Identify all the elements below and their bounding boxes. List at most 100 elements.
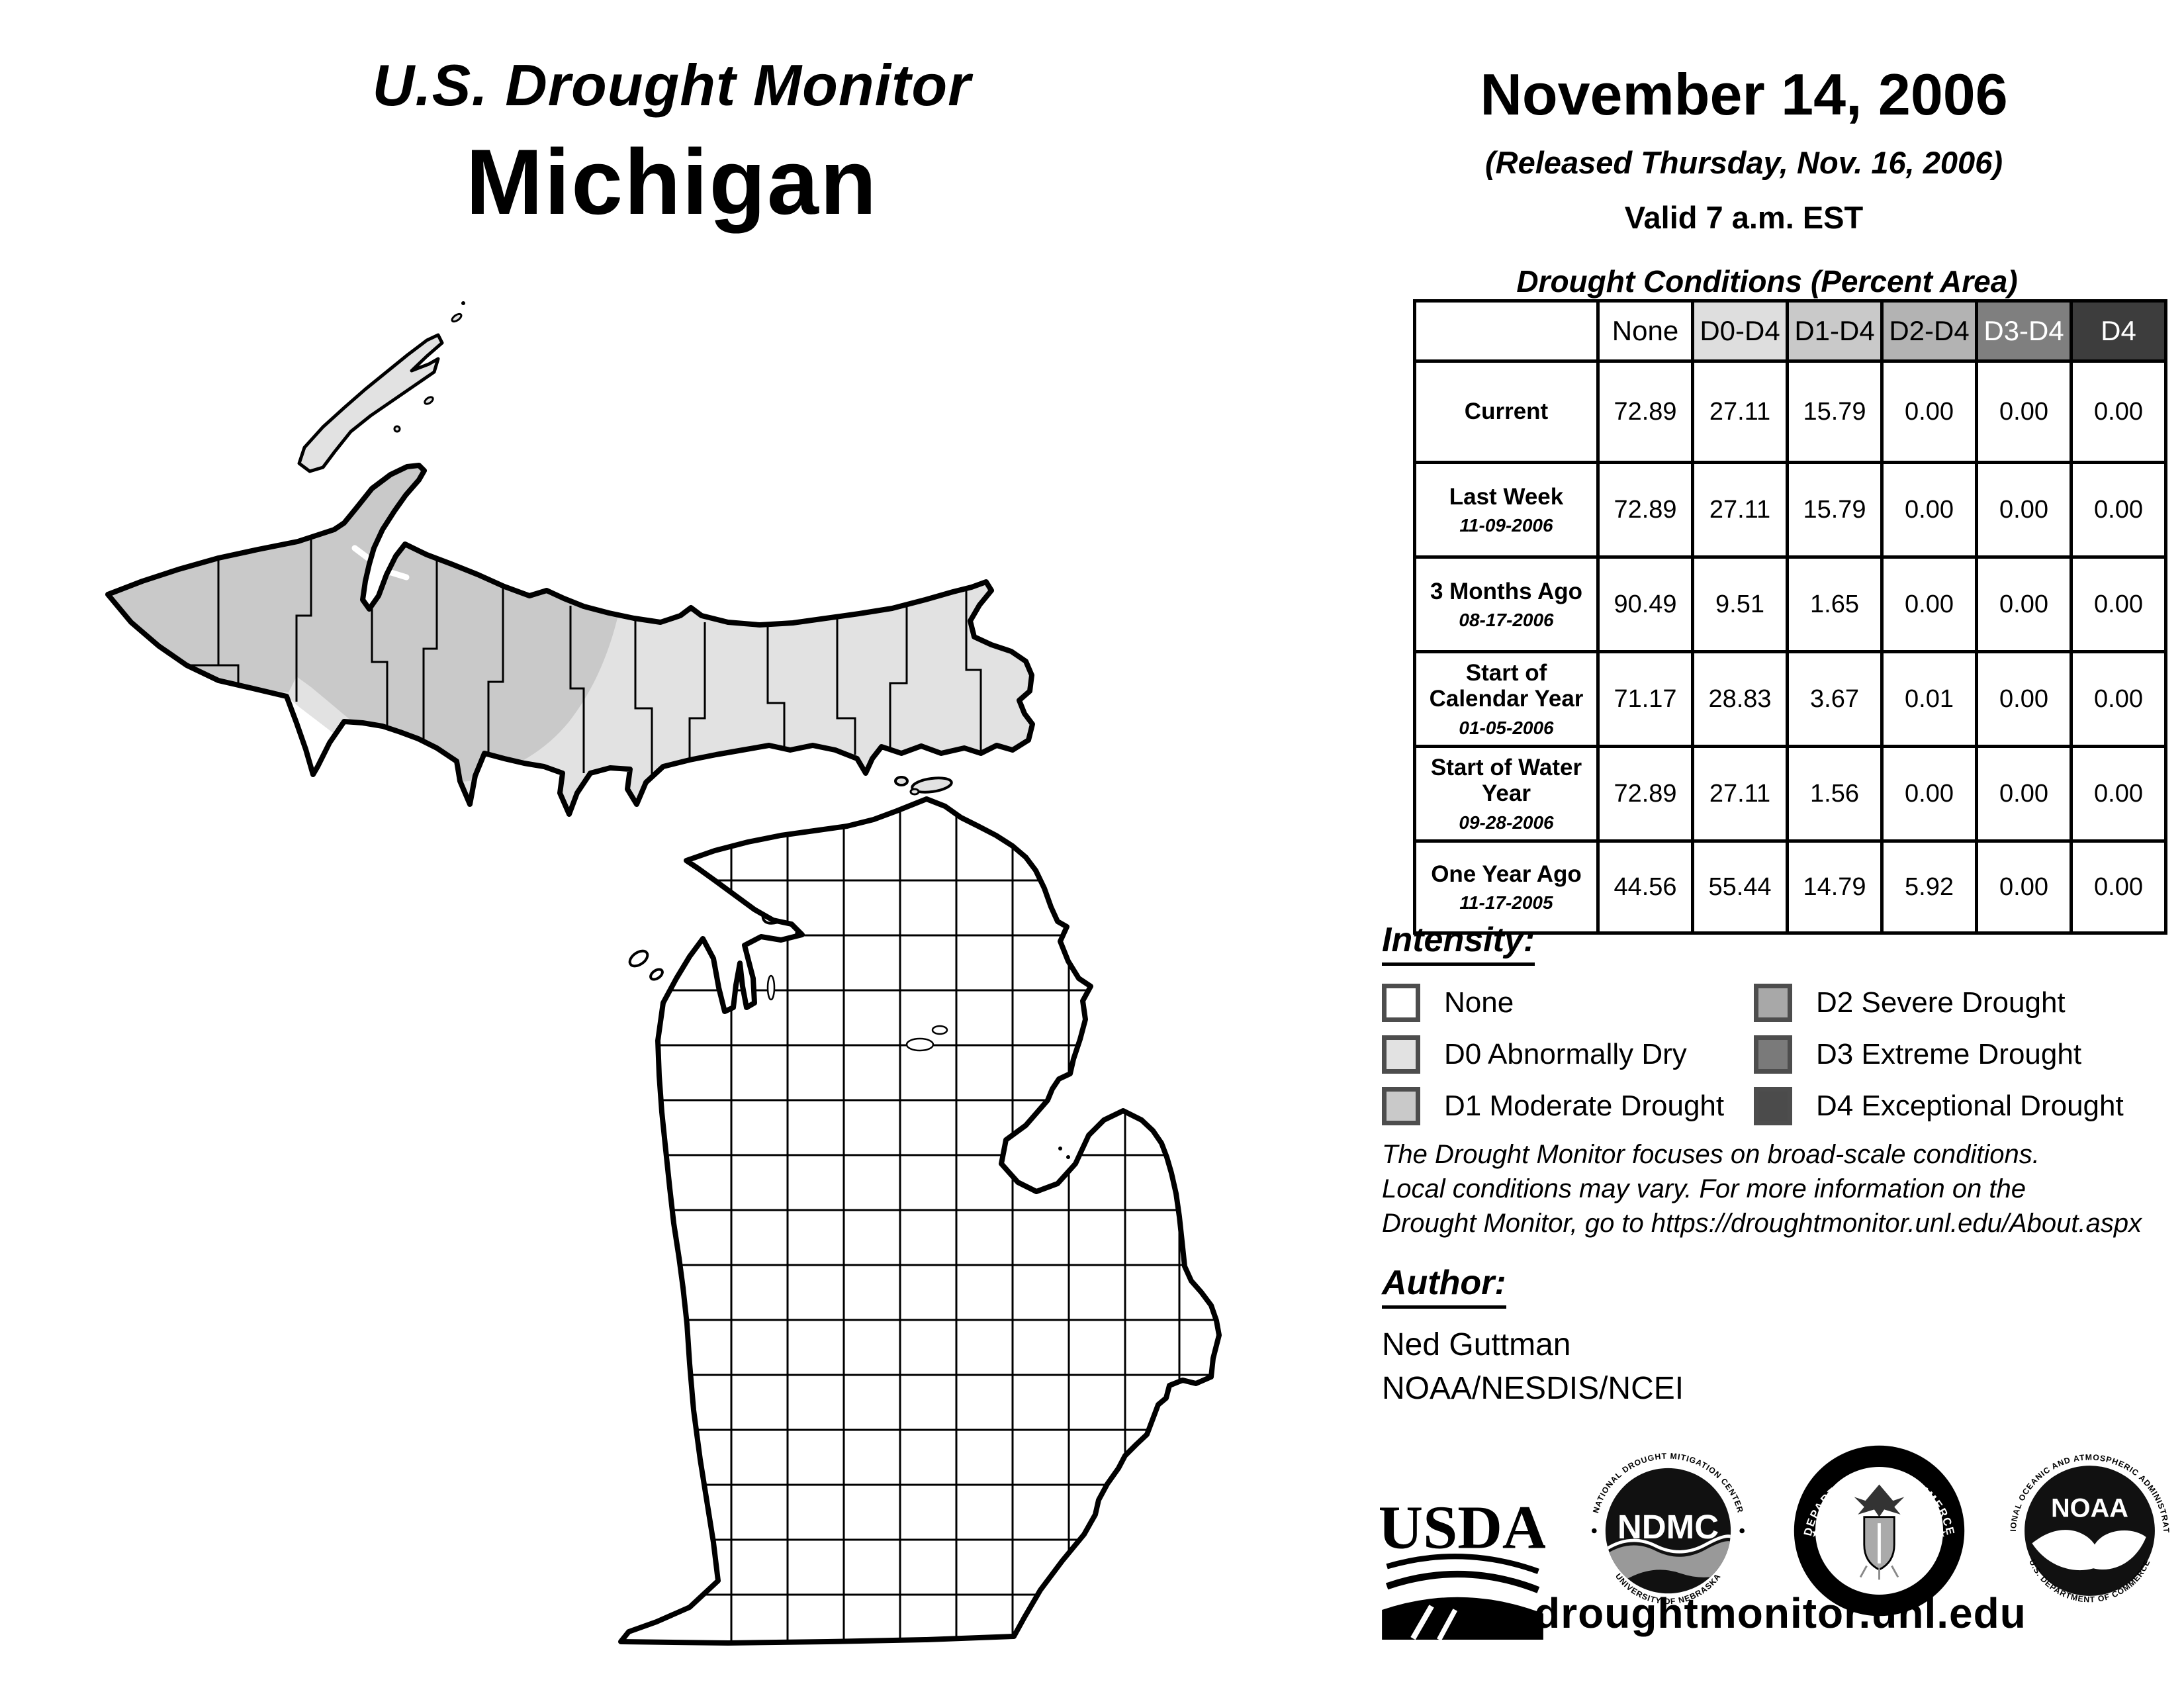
row-date: 09-28-2006: [1459, 812, 1554, 833]
report-date: November 14, 2006: [1480, 62, 2008, 127]
column-header-d0-d4: D0-D4: [1691, 299, 1789, 363]
table-row: Current 72.89 27.11 15.79 0.00 0.00 0.00: [1413, 359, 2167, 464]
value-cell: 0.00: [1975, 745, 2073, 843]
value-cell: 0.00: [1975, 839, 2073, 935]
column-header-none: None: [1596, 299, 1694, 363]
value-cell: 72.89: [1596, 461, 1694, 559]
value-cell: 44.56: [1596, 839, 1694, 935]
usda-logo: USDA: [1380, 1493, 1545, 1640]
noaa-text: NOAA: [2051, 1494, 2128, 1523]
value-cell: 0.00: [2070, 461, 2167, 559]
value-cell: 28.83: [1691, 650, 1789, 748]
value-cell: 0.00: [1880, 461, 1978, 559]
doc-star-left: ★: [1810, 1526, 1821, 1540]
column-header-d2-d4: D2-D4: [1880, 299, 1978, 363]
row-date: 01-05-2006: [1459, 717, 1554, 738]
column-header-d1-d4: D1-D4: [1786, 299, 1884, 363]
value-cell: 0.00: [1975, 461, 2073, 559]
value-cell: 0.00: [2070, 745, 2167, 843]
value-cell: 1.65: [1786, 555, 1884, 653]
up-county-lines: [111, 538, 982, 781]
column-header-d4: D4: [2070, 299, 2167, 363]
legend-swatch-d4: [1754, 1087, 1792, 1125]
legend-item-d0: D0 Abnormally Dry: [1382, 1035, 1754, 1074]
legend-swatch-d3: [1754, 1035, 1792, 1074]
page-title: U.S. Drought Monitor Michigan: [199, 52, 1145, 236]
table-row: 3 Months Ago 08-17-2006 90.49 9.51 1.65 …: [1413, 555, 2167, 653]
value-cell: 0.00: [2070, 839, 2167, 935]
table-header-row: None D0-D4 D1-D4 D2-D4 D3-D4 D4: [1413, 299, 2167, 363]
agency-logos: USDA NDMC NATIONAL DROUGHT MITIGATION CE…: [1380, 1443, 2177, 1640]
value-cell: 55.44: [1691, 839, 1789, 935]
table-row: Start of Water Year 09-28-2006 72.89 27.…: [1413, 745, 2167, 843]
report-title: U.S. Drought Monitor: [372, 52, 972, 118]
value-cell: 5.92: [1880, 839, 1978, 935]
legend-item-none: None: [1382, 983, 1754, 1023]
value-cell: 15.79: [1786, 461, 1884, 559]
author-block: Author: Ned Guttman NOAA/NESDIS/NCEI: [1382, 1263, 2110, 1411]
valid-time: Valid 7 a.m. EST: [1624, 200, 1864, 235]
value-cell: 90.49: [1596, 555, 1694, 653]
ndmc-text: NDMC: [1617, 1508, 1719, 1546]
up-d1-region: [108, 465, 619, 782]
footer-url: droughtmonitor.unl.edu: [1534, 1589, 2026, 1637]
table-row: One Year Ago 11-17-2005 44.56 55.44 14.7…: [1413, 839, 2167, 935]
doc-star-right: ★: [1935, 1526, 1946, 1540]
value-cell: 0.00: [1975, 650, 2073, 748]
value-cell: 0.00: [1975, 555, 2073, 653]
legend-swatch-d0: [1382, 1035, 1420, 1074]
column-header-d3-d4: D3-D4: [1975, 299, 2073, 363]
value-cell: 0.00: [2070, 650, 2167, 748]
row-label-start-water-year: Start of Water Year 09-28-2006: [1413, 745, 1600, 843]
legend-title: Intensity:: [1382, 920, 1535, 966]
noaa-logo: NOAA NATIONAL OCEANIC AND ATMOSPHERIC AD…: [2002, 1443, 2170, 1605]
author-name: Ned Guttman: [1382, 1327, 1571, 1362]
straits-islands: [894, 776, 953, 796]
value-cell: 0.00: [1880, 745, 1978, 843]
value-cell: 0.00: [1880, 555, 1978, 653]
author-heading: Author:: [1382, 1263, 1506, 1309]
row-date: 11-17-2005: [1459, 892, 1553, 913]
value-cell: 0.01: [1880, 650, 1978, 748]
value-cell: 9.51: [1691, 555, 1789, 653]
value-cell: 3.67: [1786, 650, 1884, 748]
value-cell: 71.17: [1596, 650, 1694, 748]
doc-eagle: [1854, 1484, 1905, 1517]
saginaw-bay-islands: [1058, 1147, 1070, 1159]
value-cell: 0.00: [1975, 359, 2073, 464]
up-coastline: [105, 463, 1035, 817]
author-org: NOAA/NESDIS/NCEI: [1382, 1371, 1684, 1407]
value-cell: 0.00: [2070, 359, 2167, 464]
noaa-gull: [2032, 1530, 2146, 1571]
inland-lakes: [766, 974, 948, 1052]
legend-item-d2: D2 Severe Drought: [1754, 983, 2169, 1023]
value-cell: 14.79: [1786, 839, 1884, 935]
table-row: Last Week 11-09-2006 72.89 27.11 15.79 0…: [1413, 461, 2167, 559]
value-cell: 72.89: [1596, 359, 1694, 464]
value-cell: 27.11: [1691, 461, 1789, 559]
value-cell: 1.56: [1786, 745, 1884, 843]
drought-conditions-table: None D0-D4 D1-D4 D2-D4 D3-D4 D4 Current …: [1413, 299, 2167, 935]
legend-item-d1: D1 Moderate Drought: [1382, 1086, 1754, 1126]
row-label-one-year-ago: One Year Ago 11-17-2005: [1413, 839, 1600, 935]
michigan-drought-map: [105, 301, 1222, 1646]
intensity-legend: Intensity: None D0 Abnormally Dry D1 Mod…: [1382, 920, 2169, 1138]
legend-item-d4: D4 Exceptional Drought: [1754, 1086, 2169, 1126]
disclaimer-text: The Drought Monitor focuses on broad-sca…: [1382, 1140, 2142, 1238]
state-name: Michigan: [465, 130, 878, 234]
released-date: (Released Thursday, Nov. 16, 2006): [1485, 145, 2003, 180]
ndmc-logo: NDMC NATIONAL DROUGHT MITIGATION CENTER …: [1591, 1452, 1745, 1606]
lower-peninsula: [618, 796, 1222, 1646]
legend-swatch-none: [1382, 984, 1420, 1022]
doc-seal-logo: DEPARTMENT OF COMMERCE UNITED STATES OF …: [1792, 1443, 1964, 1617]
report-header: November 14, 2006 (Released Thursday, No…: [1377, 61, 2111, 236]
value-cell: 0.00: [2070, 555, 2167, 653]
row-date: 08-17-2006: [1459, 609, 1554, 630]
row-date: 11-09-2006: [1459, 514, 1553, 536]
row-label-last-week: Last Week 11-09-2006: [1413, 461, 1600, 559]
legend-item-d3: D3 Extreme Drought: [1754, 1035, 2169, 1074]
table-title: Drought Conditions (Percent Area): [1516, 264, 2018, 299]
usda-text: USDA: [1380, 1493, 1545, 1562]
legend-swatch-d1: [1382, 1087, 1420, 1125]
row-label-3-months-ago: 3 Months Ago 08-17-2006: [1413, 555, 1600, 653]
